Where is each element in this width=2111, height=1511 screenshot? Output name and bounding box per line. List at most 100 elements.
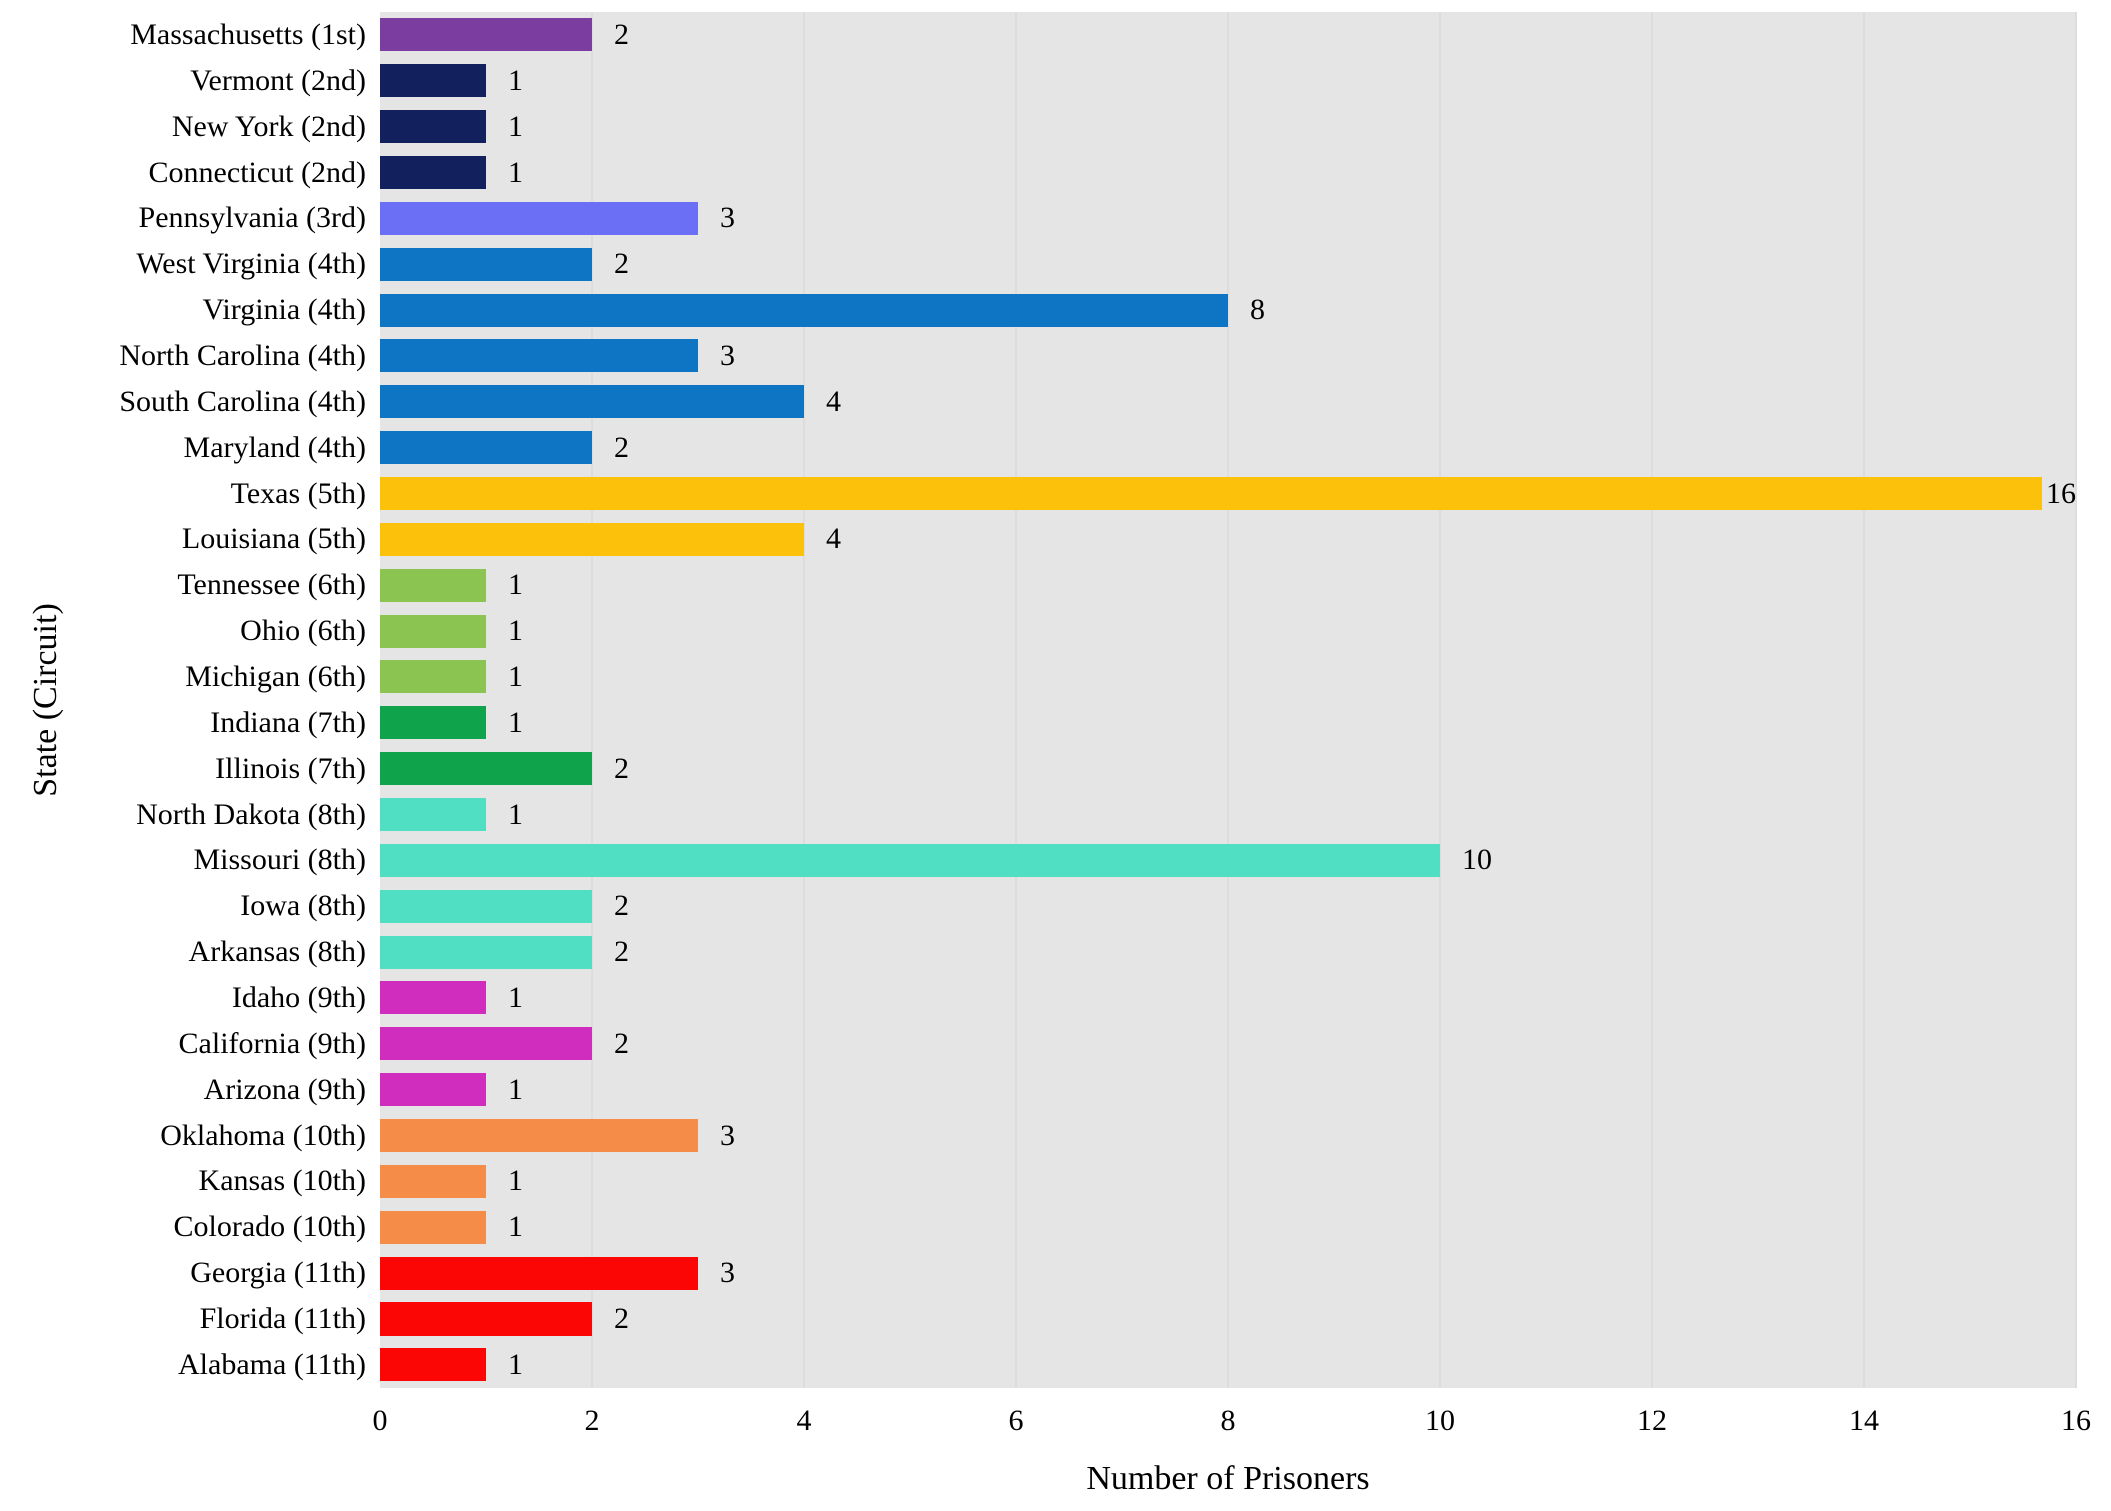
gridline-x-12 (1651, 12, 1653, 1388)
value-label: 2 (614, 17, 629, 51)
value-label: 16 (2046, 476, 2076, 510)
bar (380, 752, 592, 786)
bar-track: 2 (380, 1296, 2076, 1342)
bar-track: 2 (380, 241, 2076, 287)
category-label: Vermont (2nd) (190, 63, 366, 97)
category-label: Virginia (4th) (202, 293, 366, 327)
value-label: 1 (508, 1072, 523, 1106)
bar-track: 1 (380, 150, 2076, 196)
value-label: 1 (508, 568, 523, 602)
bar-track: 2 (380, 929, 2076, 975)
value-label: 3 (720, 338, 735, 372)
bar-row: Colorado (10th) 1 (0, 1204, 2111, 1250)
bar (380, 18, 592, 52)
value-label: 1 (508, 797, 523, 831)
x-tick-label: 10 (1425, 1404, 1455, 1437)
bar-row: Florida (11th) 2 (0, 1296, 2111, 1342)
x-tick-label: 4 (796, 1404, 812, 1437)
bar-row: North Dakota (8th) 1 (0, 792, 2111, 838)
bar-track: 3 (380, 333, 2076, 379)
value-label: 4 (826, 384, 841, 418)
category-label: Arizona (9th) (203, 1072, 366, 1106)
category-label: Colorado (10th) (173, 1210, 366, 1244)
category-label: Georgia (11th) (190, 1256, 366, 1290)
bar-track: 1 (380, 104, 2076, 150)
bar-track: 8 (380, 287, 2076, 333)
bar-track: 1 (380, 654, 2076, 700)
value-label: 2 (614, 1026, 629, 1060)
bar (380, 568, 486, 602)
bar-track: 2 (380, 425, 2076, 471)
value-label: 1 (508, 1164, 523, 1198)
bar-row: Georgia (11th) 3 (0, 1250, 2111, 1296)
bar-row: Virginia (4th) 8 (0, 287, 2111, 333)
x-tick-label: 6 (1008, 1404, 1024, 1437)
value-label: 1 (508, 705, 523, 739)
bar (380, 1348, 486, 1382)
bar-row: Kansas (10th) 1 (0, 1158, 2111, 1204)
bar-track: 1 (380, 58, 2076, 104)
bar-row: Massachusetts (1st) 2 (0, 12, 2111, 58)
gridline-x-2 (591, 12, 593, 1388)
bar-track: 4 (380, 379, 2076, 425)
bar (380, 935, 592, 969)
bar-track: 3 (380, 1113, 2076, 1159)
value-label: 2 (614, 935, 629, 969)
bar-track: 16 (380, 471, 2076, 517)
x-tick-label: 14 (1849, 1404, 1879, 1437)
bar (380, 247, 592, 281)
bar (380, 981, 486, 1015)
bar-track: 1 (380, 1067, 2076, 1113)
bar-row: Pennsylvania (3rd) 3 (0, 195, 2111, 241)
bar (380, 660, 486, 694)
bar-track: 1 (380, 562, 2076, 608)
value-label: 2 (614, 751, 629, 785)
category-label: Michigan (6th) (185, 659, 366, 693)
bar (380, 843, 1440, 877)
x-tick-label: 16 (2061, 1404, 2091, 1437)
x-axis-ticks: 0 2 4 6 8 10 12 14 16 (373, 1404, 2092, 1446)
bar-row: Texas (5th) 16 (0, 471, 2111, 517)
x-axis-title: Number of Prisoners (1086, 1460, 1370, 1497)
bar (380, 889, 592, 923)
category-label: Massachusetts (1st) (130, 17, 366, 51)
category-label: Louisiana (5th) (181, 522, 366, 556)
bar (380, 522, 804, 556)
bar (380, 614, 486, 648)
bar (380, 1164, 486, 1198)
category-label: Kansas (10th) (198, 1164, 366, 1198)
value-label: 1 (508, 614, 523, 648)
value-label: 1 (508, 63, 523, 97)
bar (380, 385, 804, 419)
category-label: Florida (11th) (199, 1301, 366, 1335)
value-label: 2 (614, 889, 629, 923)
x-tick-label: 0 (372, 1404, 388, 1437)
bar-row: Maryland (4th) 2 (0, 425, 2111, 471)
bar-rows: Massachusetts (1st) 2 Vermont (2nd) 1 New Yo… (0, 12, 2111, 1388)
category-label: Texas (5th) (230, 476, 366, 510)
x-tick-label: 2 (584, 1404, 600, 1437)
bar-row: Vermont (2nd) 1 (0, 58, 2111, 104)
gridline-x-6 (1015, 12, 1017, 1388)
value-label: 1 (508, 155, 523, 189)
bar-row: Oklahoma (10th) 3 (0, 1113, 2111, 1159)
bar-track: 1 (380, 1204, 2076, 1250)
bar (380, 293, 1228, 327)
bar (380, 1027, 592, 1061)
value-label: 3 (720, 1118, 735, 1152)
value-label: 8 (1250, 293, 1265, 327)
value-label: 1 (508, 980, 523, 1014)
category-label: Idaho (9th) (231, 980, 366, 1014)
bar-track: 4 (380, 516, 2076, 562)
bar-row: Arizona (9th) 1 (0, 1067, 2111, 1113)
bar-row: Iowa (8th) 2 (0, 883, 2111, 929)
bar-track: 1 (380, 700, 2076, 746)
category-label: Oklahoma (10th) (160, 1118, 366, 1152)
bar-row: Connecticut (2nd) 1 (0, 150, 2111, 196)
bar (380, 201, 698, 235)
bar (380, 156, 486, 190)
bar-row: West Virginia (4th) 2 (0, 241, 2111, 287)
bar-track: 2 (380, 883, 2076, 929)
gridline-x-16 (2075, 12, 2077, 1388)
category-label: West Virginia (4th) (136, 247, 366, 281)
